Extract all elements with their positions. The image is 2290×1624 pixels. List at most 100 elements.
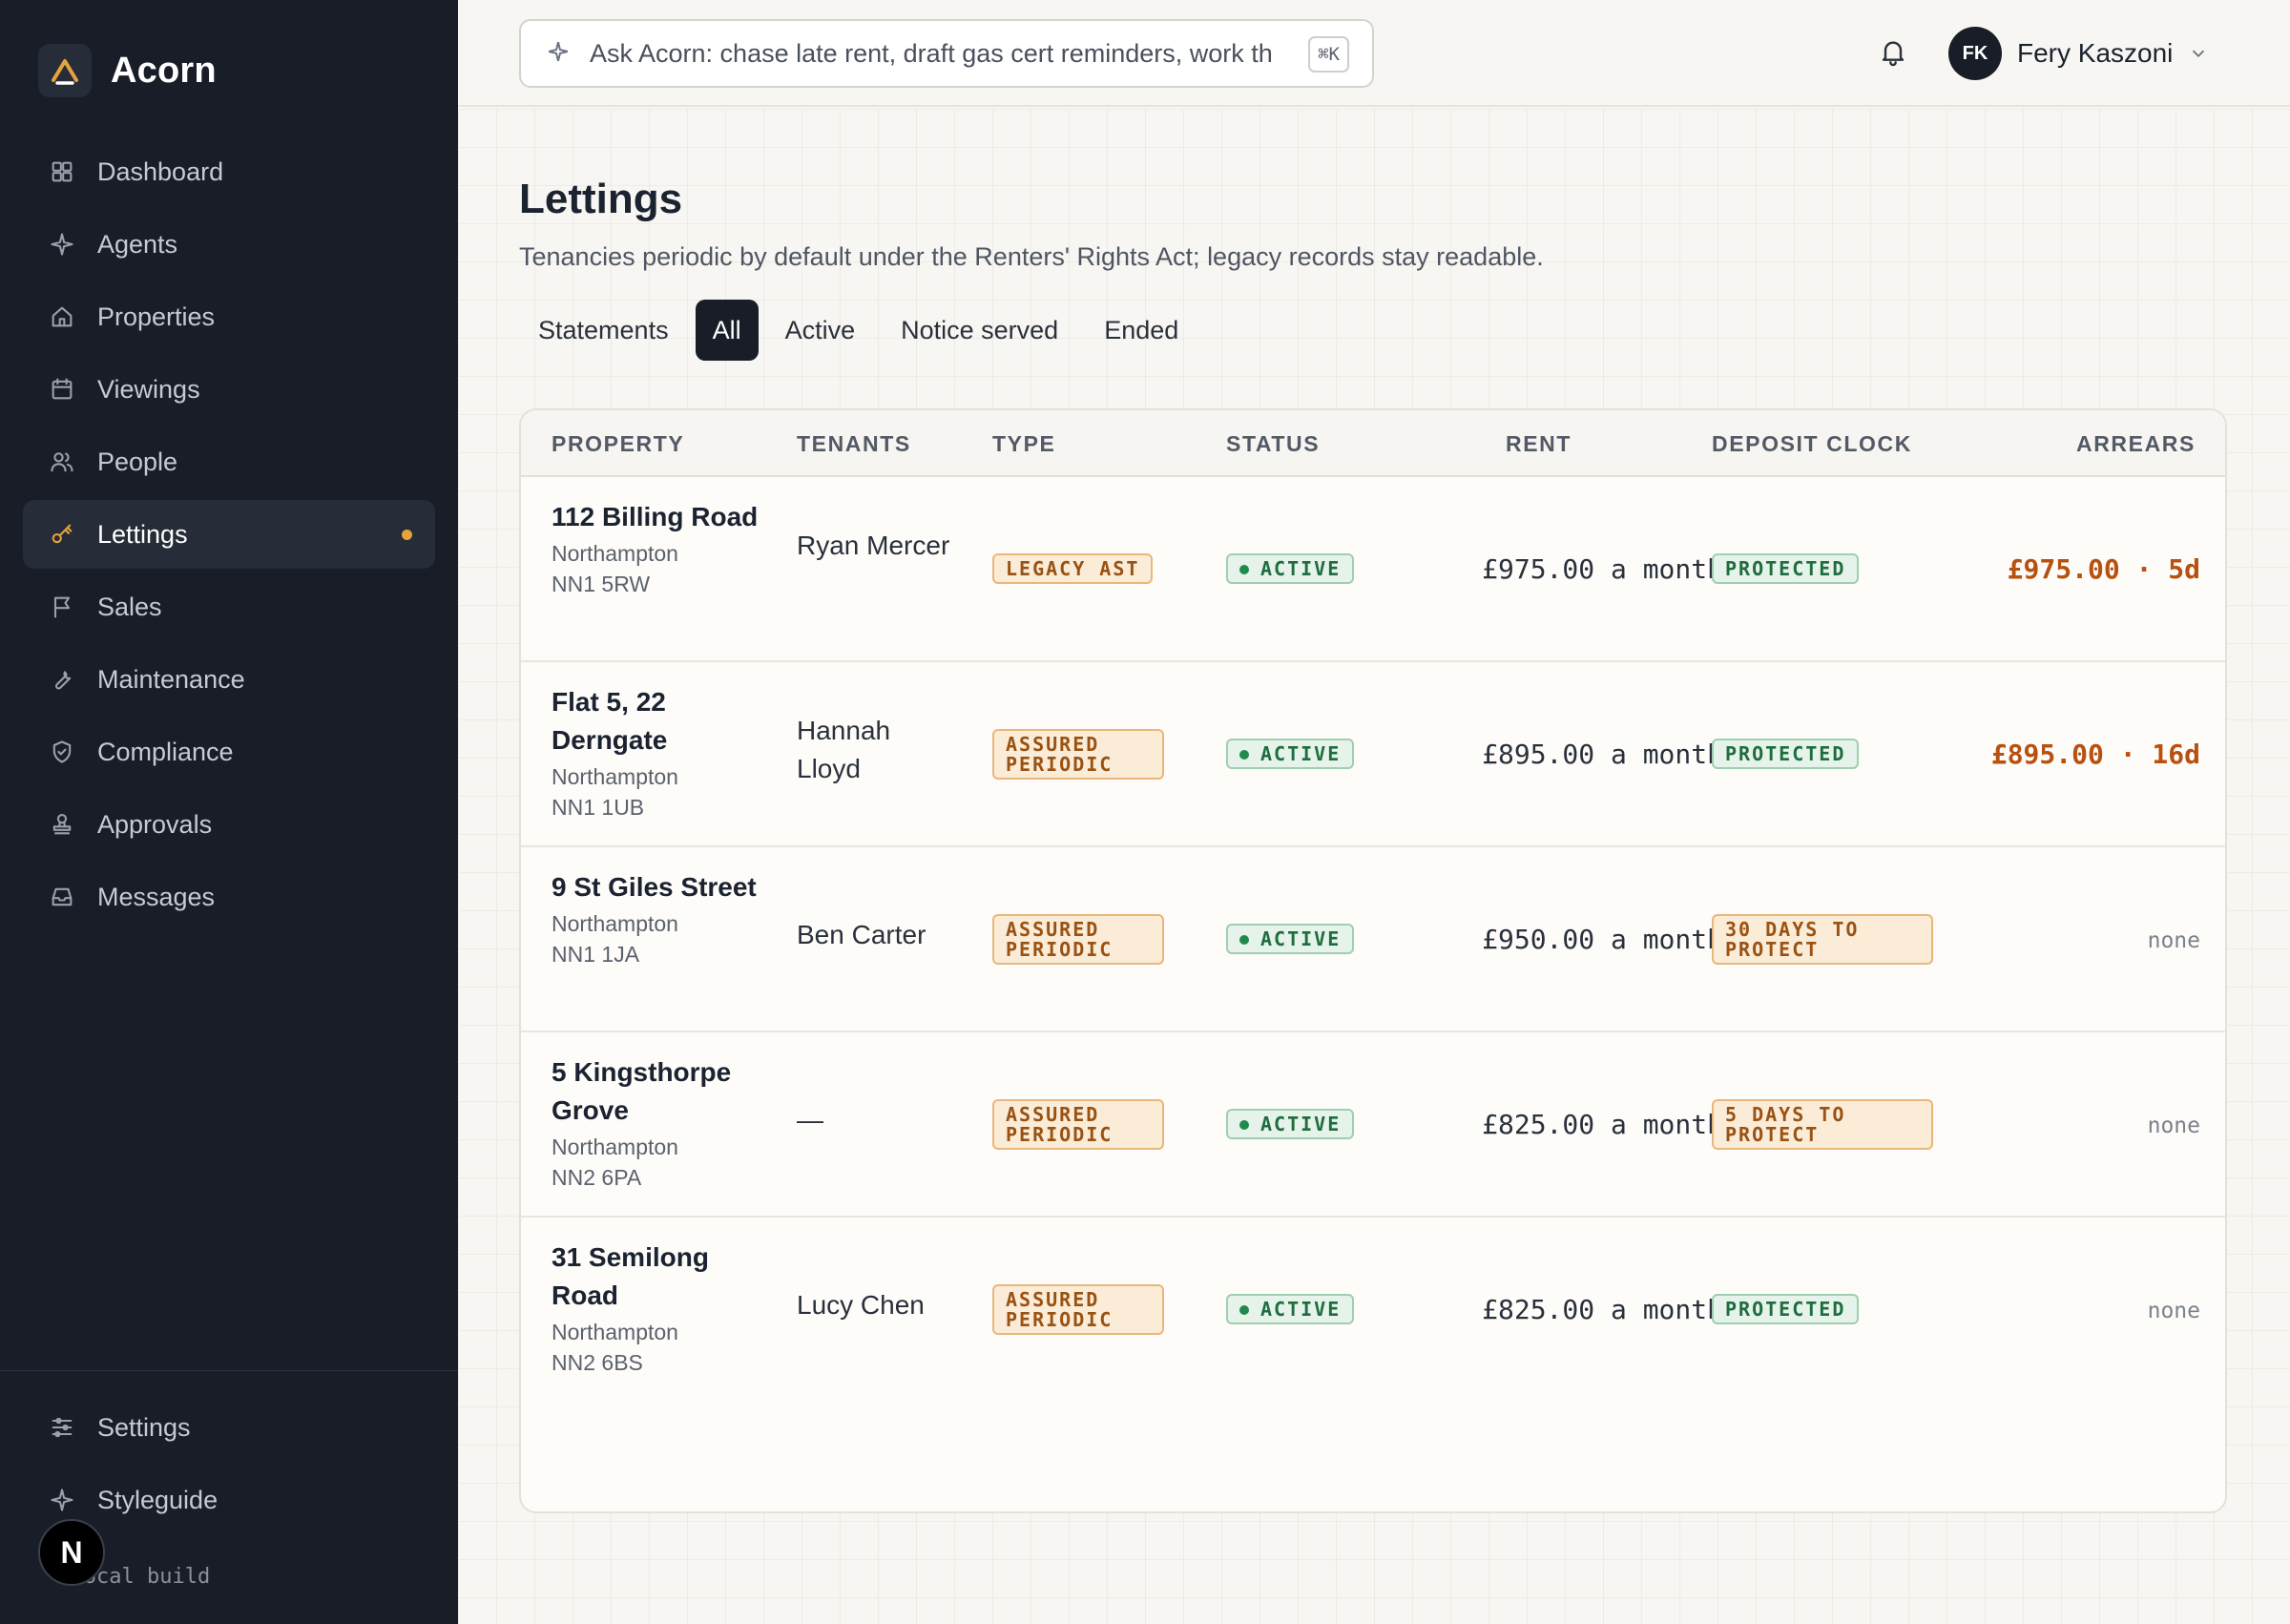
- property-name[interactable]: 112 Billing Road: [552, 502, 759, 531]
- property-town: Northampton: [552, 911, 678, 936]
- sidebar-item-messages[interactable]: Messages: [23, 863, 435, 931]
- sidebar-item-compliance[interactable]: Compliance: [23, 718, 435, 786]
- rent-amount: £950.00 a month: [1482, 924, 1723, 955]
- arrears-value: none: [2147, 1114, 2200, 1138]
- status-cell: ACTIVE: [1226, 553, 1355, 584]
- sidebar-item-label: Lettings: [97, 519, 188, 549]
- col-arrears[interactable]: ARREARS: [2076, 431, 2196, 456]
- table-row[interactable]: 5 Kingsthorpe Grove Northampton NN2 6PA — AS…: [521, 1032, 2225, 1218]
- acorn-logo-icon: [38, 44, 92, 97]
- sidebar-item-agents[interactable]: Agents: [23, 210, 435, 279]
- status-label: ACTIVE: [1260, 927, 1342, 950]
- status-label: ACTIVE: [1260, 1113, 1342, 1135]
- col-property[interactable]: PROPERTY: [552, 431, 685, 456]
- type-cell: ASSURED PERIODIC: [992, 1099, 1164, 1150]
- search-placeholder: Ask Acorn: chase late rent, draft gas ce…: [590, 38, 1273, 68]
- filter-tabs: Statements All Active Notice served Ended: [519, 300, 1205, 361]
- sparkle-icon: [48, 230, 76, 259]
- sidebar-item-approvals[interactable]: Approvals: [23, 790, 435, 859]
- status-label: ACTIVE: [1260, 557, 1342, 580]
- tenant-names[interactable]: Hannah Lloyd: [797, 716, 891, 783]
- arrears-value[interactable]: £975.00 · 5d: [2007, 553, 2200, 585]
- property-name[interactable]: 5 Kingsthorpe Grove: [552, 1057, 732, 1125]
- status-badge: ACTIVE: [1226, 739, 1355, 769]
- sliders-icon: [48, 1413, 76, 1442]
- inbox-icon: [48, 883, 76, 911]
- page-title: Lettings: [519, 176, 683, 222]
- table-row[interactable]: 9 St Giles Street Northampton NN1 1JA Ben C…: [521, 847, 2225, 1032]
- stamp-icon: [48, 810, 76, 839]
- user-menu[interactable]: FK Fery Kaszoni: [1948, 27, 2209, 80]
- tab-notice-served[interactable]: Notice served: [901, 315, 1059, 344]
- sparkle-icon: [48, 1486, 76, 1514]
- sidebar-item-maintenance[interactable]: Maintenance: [23, 645, 435, 714]
- sidebar-item-sales[interactable]: Sales: [23, 573, 435, 641]
- status-cell: ACTIVE: [1226, 739, 1355, 769]
- dev-tools-badge[interactable]: N: [38, 1519, 105, 1586]
- sidebar-item-styleguide[interactable]: Styleguide: [23, 1466, 435, 1534]
- sidebar: Acorn Dashboard Agents Properties Viewings P…: [0, 0, 458, 1624]
- sidebar-item-dashboard[interactable]: Dashboard: [23, 137, 435, 206]
- flag-icon: [48, 593, 76, 621]
- status-cell: ACTIVE: [1226, 924, 1355, 954]
- rent-amount: £825.00 a month: [1482, 1109, 1723, 1140]
- property-postcode: NN1 1JA: [552, 942, 640, 967]
- bell-icon[interactable]: [1878, 36, 1912, 71]
- table-row[interactable]: 112 Billing Road Northampton NN1 5RW Ryan M…: [521, 477, 2225, 662]
- calendar-icon: [48, 375, 76, 404]
- status-cell: ACTIVE: [1226, 1109, 1355, 1139]
- deposit-clock-badge: 30 DAYS TO PROTECT: [1712, 914, 1933, 965]
- property-postcode: NN2 6BS: [552, 1350, 643, 1375]
- brand-name: Acorn: [111, 50, 217, 91]
- sidebar-item-lettings[interactable]: Lettings: [23, 500, 435, 569]
- main-content: Lettings Tenancies periodic by default u…: [458, 109, 2290, 1624]
- col-status[interactable]: STATUS: [1226, 431, 1321, 456]
- table-row[interactable]: Flat 5, 22 Derngate Northampton NN1 1UB Han…: [521, 662, 2225, 847]
- arrears-value[interactable]: £895.00 · 16d: [1990, 739, 2200, 770]
- deposit-cell: PROTECTED: [1712, 553, 1860, 584]
- tenant-names[interactable]: Ryan Mercer: [797, 531, 950, 560]
- tenancy-type-badge: ASSURED PERIODIC: [992, 914, 1164, 965]
- active-indicator-dot: [402, 530, 412, 540]
- sidebar-item-people[interactable]: People: [23, 427, 435, 496]
- tab-active[interactable]: Active: [784, 315, 856, 344]
- status-dot-icon: [1239, 1119, 1249, 1130]
- col-deposit-clock[interactable]: DEPOSIT CLOCK: [1712, 431, 1912, 456]
- table-header: PROPERTY TENANTS TYPE STATUS RENT DEPOSI…: [521, 410, 2225, 477]
- page-subtitle: Tenancies periodic by default under the …: [519, 242, 1544, 271]
- user-name: Fery Kaszoni: [2017, 38, 2174, 68]
- property-postcode: NN1 5RW: [552, 572, 651, 596]
- property-cell: 112 Billing Road Northampton NN1 5RW: [552, 498, 761, 599]
- col-type[interactable]: TYPE: [992, 431, 1056, 456]
- tab-all[interactable]: All: [695, 300, 759, 361]
- property-name[interactable]: Flat 5, 22 Derngate: [552, 687, 668, 755]
- sidebar-item-label: Styleguide: [97, 1485, 219, 1514]
- arrears-value: none: [2147, 928, 2200, 953]
- tenant-names[interactable]: —: [797, 1105, 823, 1135]
- type-cell: ASSURED PERIODIC: [992, 729, 1164, 780]
- sidebar-item-viewings[interactable]: Viewings: [23, 355, 435, 424]
- ask-acorn-search[interactable]: Ask Acorn: chase late rent, draft gas ce…: [519, 19, 1374, 88]
- status-label: ACTIVE: [1260, 742, 1342, 765]
- deposit-clock-badge: 5 DAYS TO PROTECT: [1712, 1099, 1933, 1150]
- tenancy-type-badge: ASSURED PERIODIC: [992, 1284, 1164, 1335]
- status-dot-icon: [1239, 749, 1249, 760]
- property-name[interactable]: 31 Semilong Road: [552, 1242, 709, 1310]
- tab-statements[interactable]: Statements: [538, 315, 669, 344]
- deposit-cell: 5 DAYS TO PROTECT: [1712, 1099, 1933, 1150]
- tab-ended[interactable]: Ended: [1104, 315, 1179, 344]
- tenancy-type-badge: ASSURED PERIODIC: [992, 729, 1164, 780]
- property-postcode: NN1 1UB: [552, 795, 645, 820]
- col-tenants[interactable]: TENANTS: [797, 431, 911, 456]
- col-rent[interactable]: RENT: [1506, 431, 1572, 456]
- table-row[interactable]: 31 Semilong Road Northampton NN2 6BS Lucy C…: [521, 1218, 2225, 1403]
- brand[interactable]: Acorn: [38, 44, 217, 97]
- shield-icon: [48, 738, 76, 766]
- tenant-names[interactable]: Lucy Chen: [797, 1290, 925, 1320]
- sidebar-bottom-nav: Settings Styleguide: [23, 1393, 435, 1538]
- tenant-names[interactable]: Ben Carter: [797, 920, 926, 949]
- shortcut-hint: ⌘K: [1308, 36, 1349, 73]
- property-name[interactable]: 9 St Giles Street: [552, 872, 757, 902]
- sidebar-item-settings[interactable]: Settings: [23, 1393, 435, 1462]
- sidebar-item-properties[interactable]: Properties: [23, 282, 435, 351]
